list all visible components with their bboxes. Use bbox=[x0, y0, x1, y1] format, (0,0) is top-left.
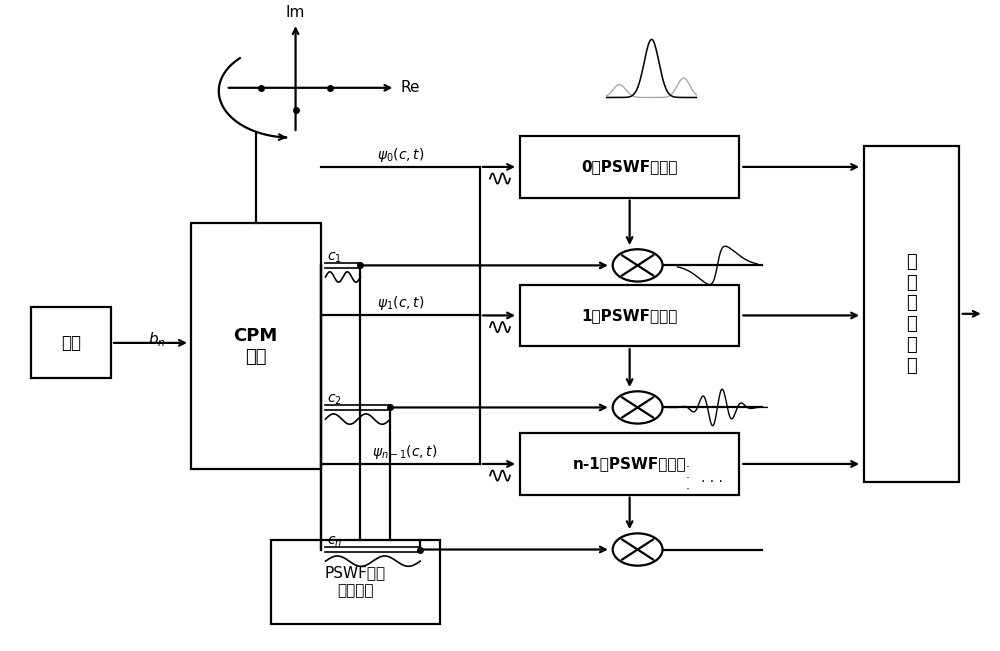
Text: PSWF正交
子载波组: PSWF正交 子载波组 bbox=[325, 566, 386, 598]
Bar bbox=[31, 307, 111, 378]
Circle shape bbox=[613, 533, 663, 566]
Text: $\psi_0(c,t)$: $\psi_0(c,t)$ bbox=[377, 146, 424, 163]
Circle shape bbox=[613, 249, 663, 281]
Text: ·
·
·: · · · bbox=[685, 461, 689, 496]
Bar bbox=[520, 434, 739, 495]
Circle shape bbox=[613, 391, 663, 424]
Text: . . .: . . . bbox=[701, 471, 723, 486]
Text: Im: Im bbox=[286, 5, 305, 20]
Bar bbox=[864, 146, 959, 482]
Text: n-1阶PSWF子载波: n-1阶PSWF子载波 bbox=[573, 456, 686, 471]
Bar bbox=[520, 284, 739, 346]
Text: Re: Re bbox=[400, 80, 420, 95]
Text: $\psi_{n-1}(c,t)$: $\psi_{n-1}(c,t)$ bbox=[372, 443, 438, 461]
Text: $c_2$: $c_2$ bbox=[327, 393, 342, 407]
Text: $\psi_1(c,t)$: $\psi_1(c,t)$ bbox=[377, 294, 424, 312]
Text: CPM
映射: CPM 映射 bbox=[234, 327, 278, 365]
Text: $b_n$: $b_n$ bbox=[148, 330, 166, 349]
Bar bbox=[520, 136, 739, 198]
Bar bbox=[271, 540, 440, 624]
Text: $c_n$: $c_n$ bbox=[327, 534, 343, 549]
Bar bbox=[191, 223, 320, 469]
Text: 数据: 数据 bbox=[61, 334, 81, 352]
Text: $c_1$: $c_1$ bbox=[327, 251, 342, 265]
Text: 0阶PSWF子载波: 0阶PSWF子载波 bbox=[581, 159, 678, 174]
Text: 1阶PSWF子载波: 1阶PSWF子载波 bbox=[581, 308, 678, 323]
Text: 时
域
波
形
叠
加: 时 域 波 形 叠 加 bbox=[906, 253, 917, 375]
